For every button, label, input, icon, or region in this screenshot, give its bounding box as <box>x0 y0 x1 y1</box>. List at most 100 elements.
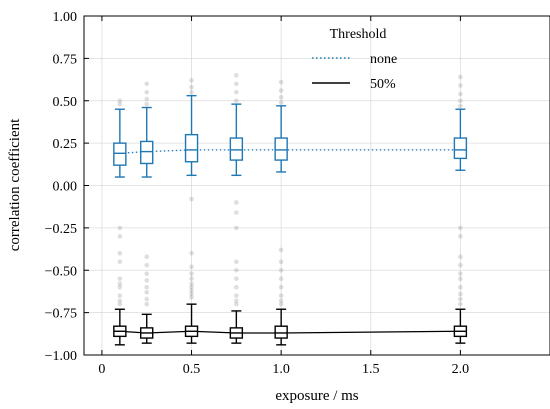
box-50 <box>113 308 127 346</box>
outlier-point <box>117 251 123 256</box>
outlier-point <box>278 100 284 105</box>
grid-lines <box>84 15 550 356</box>
box-50 <box>184 303 199 344</box>
outlier-point <box>458 262 463 268</box>
outlier-point <box>189 84 194 90</box>
outlier-point <box>278 267 284 273</box>
box-none <box>229 103 244 177</box>
outlier-point <box>278 293 284 298</box>
outlier-point <box>234 293 239 298</box>
outlier-point <box>458 225 463 231</box>
x-tick-label: 2.0 <box>452 362 470 377</box>
outlier-point <box>458 74 463 80</box>
outlier-point <box>144 254 150 259</box>
outlier-point <box>278 95 284 100</box>
outlier-point <box>189 281 194 287</box>
y-tick-label: −0.25 <box>45 222 77 237</box>
outlier-point <box>458 296 463 302</box>
box-iqr <box>229 137 244 161</box>
outlier-point <box>234 81 239 87</box>
outlier-point <box>278 88 284 93</box>
outlier-point <box>117 225 123 231</box>
box-none <box>113 108 127 178</box>
outlier-points <box>117 73 463 307</box>
outlier-point <box>458 301 463 307</box>
tick-labels: 0 0.5 1.0 1.5 2.0 1.00 0.75 0.50 0.25 0.00 −0.25 −0… <box>45 10 470 377</box>
outlier-point <box>278 247 284 253</box>
outlier-point <box>117 276 123 282</box>
outlier-point <box>234 89 239 95</box>
outlier-point <box>458 254 463 259</box>
outlier-point <box>189 271 194 276</box>
y-tick-label: −0.50 <box>45 264 77 279</box>
box-none <box>140 106 154 178</box>
outlier-point <box>117 259 123 265</box>
box-iqr <box>113 142 127 166</box>
outlier-point <box>189 276 194 282</box>
outlier-point <box>189 78 194 83</box>
outlier-point <box>117 234 123 239</box>
outlier-point <box>458 83 463 88</box>
median-trend-none <box>119 149 461 154</box>
y-tick-label: 0.75 <box>53 52 78 67</box>
axis-ticks <box>84 15 461 356</box>
x-tick-label: 1.0 <box>272 362 290 377</box>
outlier-point <box>234 298 239 304</box>
outlier-point <box>278 79 284 85</box>
outlier-point <box>189 89 194 95</box>
box-50 <box>453 308 468 344</box>
box-iqr <box>274 325 288 339</box>
box-50 <box>274 308 288 346</box>
outlier-point <box>234 98 239 104</box>
outlier-point <box>278 298 284 304</box>
outlier-point <box>117 301 123 307</box>
outlier-point <box>234 276 239 282</box>
outlier-point <box>144 81 150 87</box>
outlier-point <box>117 293 123 298</box>
outlier-point <box>234 284 239 290</box>
outlier-point <box>144 284 150 290</box>
legend-title: Threshold <box>330 27 387 42</box>
outlier-point <box>458 98 463 104</box>
outlier-point <box>189 196 194 202</box>
outlier-point <box>117 101 123 107</box>
y-tick-label: 1.00 <box>53 10 78 25</box>
outlier-point <box>144 296 150 302</box>
outlier-point <box>234 73 239 78</box>
outlier-point <box>234 210 239 215</box>
outlier-point <box>234 267 239 273</box>
outlier-point <box>144 262 150 268</box>
outlier-point <box>278 259 284 265</box>
outlier-point <box>458 284 463 290</box>
x-tick-label: 0 <box>98 362 105 377</box>
outlier-point <box>144 96 150 102</box>
outlier-point <box>458 271 463 276</box>
outlier-point <box>144 89 150 95</box>
legend: Threshold none 50% <box>312 27 397 92</box>
box-iqr <box>184 133 199 163</box>
outlier-point <box>234 200 239 205</box>
y-tick-label: −0.75 <box>45 307 77 322</box>
box-iqr <box>140 140 154 165</box>
outlier-point <box>189 251 194 256</box>
x-axis-label: exposure / ms <box>275 388 358 404</box>
outlier-point <box>458 234 463 239</box>
outlier-point <box>458 91 463 97</box>
outlier-point <box>189 295 194 300</box>
legend-label-50: 50% <box>370 77 396 92</box>
outlier-point <box>144 271 150 276</box>
median-trend-50 <box>119 330 461 334</box>
median-trend-lines <box>119 149 461 334</box>
outlier-point <box>117 298 123 304</box>
outlier-point <box>117 281 123 287</box>
y-tick-label: 0.25 <box>53 137 78 152</box>
outlier-point <box>117 98 123 104</box>
outlier-point <box>144 301 150 307</box>
box-none <box>453 108 468 171</box>
outlier-point <box>234 259 239 265</box>
y-tick-label: −1.00 <box>45 349 77 364</box>
outlier-point <box>234 225 239 231</box>
outlier-point <box>458 276 463 282</box>
legend-label-none: none <box>370 52 397 67</box>
